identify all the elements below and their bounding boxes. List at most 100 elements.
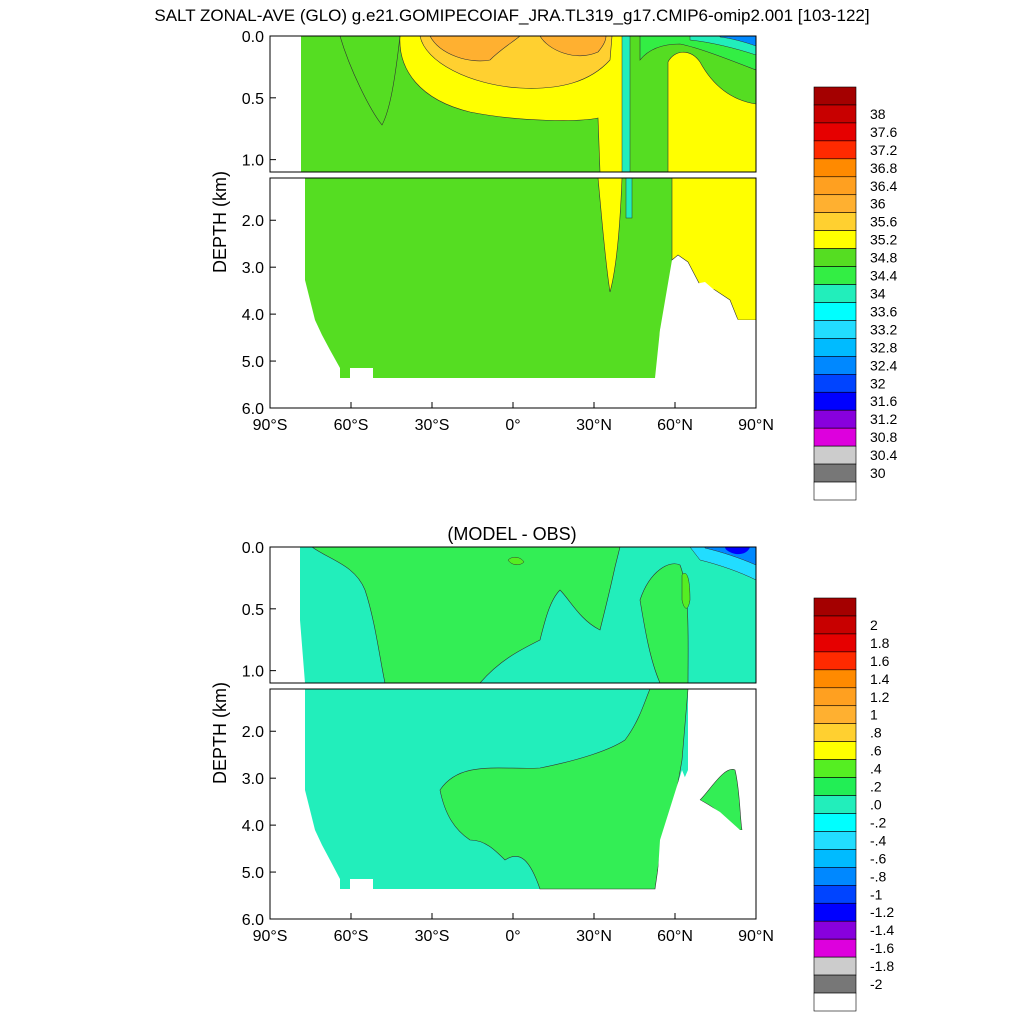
colorbar-segment	[813, 140, 857, 160]
colorbar-label: .4	[870, 761, 882, 777]
x-tick-label: 30°N	[576, 417, 612, 434]
land-mask-north-2	[655, 770, 756, 919]
salinity-deep-water	[305, 178, 672, 378]
colorbar-segment	[813, 651, 857, 671]
x-tick-label: 90°S	[253, 928, 288, 945]
colorbar-segment	[813, 338, 857, 357]
colorbar-segment	[813, 687, 857, 707]
x-tick-label: 0°	[505, 928, 520, 945]
colorbar-segment	[813, 212, 857, 231]
colorbar-segment	[813, 463, 857, 483]
y-tick-label: 6.0	[242, 401, 264, 418]
y-tick-label: 4.0	[242, 307, 264, 324]
colorbar-label: 38	[870, 106, 886, 122]
y-tick-label: 3.0	[242, 260, 264, 277]
colorbar-segment	[813, 992, 857, 1012]
diff-band-zero	[311, 547, 621, 683]
colorbar-segment	[813, 615, 857, 635]
y-tick-label: 5.0	[242, 354, 264, 371]
colorbar-label: -1.2	[870, 904, 894, 920]
colorbar-label: -1.8	[870, 958, 894, 974]
colorbar-segment	[813, 669, 857, 689]
x-tick-label: 90°S	[253, 417, 288, 434]
colorbar-segment	[813, 795, 857, 814]
colorbar-label: 30.4	[870, 447, 897, 463]
colorbar-segment	[813, 158, 857, 178]
salinity-contour-upper	[339, 36, 401, 126]
y-axis-label: DEPTH (km)	[210, 171, 230, 273]
colorbar-label: 32.4	[870, 357, 897, 373]
colorbar-segment	[813, 356, 857, 375]
colorbar-segment	[813, 284, 857, 303]
colorbar-segment	[813, 230, 857, 249]
panel-title: (MODEL - OBS)	[447, 524, 576, 544]
colorbar-label: 34.4	[870, 268, 897, 284]
y-tick-label: 3.0	[242, 771, 264, 788]
colorbar-segment	[813, 885, 857, 904]
colorbar-segment	[813, 176, 857, 196]
colorbar-label: 30	[870, 465, 886, 481]
colorbar-segment	[813, 902, 857, 922]
diff-upper-field	[270, 547, 756, 683]
y-ticks: 0.0 0.5 1.0 2.0 3.0 4.0 5.0 6.0	[242, 29, 276, 418]
colorbar-label: 34	[870, 286, 886, 302]
x-tick-label: 0°	[505, 417, 520, 434]
colorbar-segment	[813, 248, 857, 267]
colorbar-label: -2	[870, 976, 883, 992]
colorbar-segment	[813, 705, 857, 724]
colorbar-segment	[813, 938, 857, 958]
colorbar-segment	[813, 194, 857, 213]
colorbar-segment	[813, 597, 857, 617]
colorbar-segment	[813, 122, 857, 142]
colorbar-label: 1.4	[870, 671, 890, 687]
salinity-band-north-deep	[671, 178, 756, 321]
colorbar-label: 30.8	[870, 429, 897, 445]
x-tick-label: 90°N	[738, 417, 774, 434]
y-axis-label: DEPTH (km)	[210, 682, 230, 784]
salinity-mediterranean-column-lower	[625, 178, 633, 219]
diff-band-zero-north	[639, 563, 689, 683]
colorbar-label: 35.6	[870, 214, 897, 230]
colorbar-label: -.2	[870, 814, 887, 830]
colorbar-segment	[813, 391, 857, 411]
colorbar-segment	[813, 974, 857, 994]
colorbar-label: 32	[870, 375, 886, 391]
x-tick-label: 30°S	[415, 417, 450, 434]
salinity-mediterranean-column	[621, 36, 631, 172]
colorbar-segment	[813, 867, 857, 886]
colorbar-label: -.8	[870, 868, 887, 884]
y-tick-label: 0.5	[242, 91, 264, 108]
diff-band-pos	[507, 557, 691, 609]
land-mask-south	[270, 36, 305, 172]
colorbar-label: 36	[870, 196, 886, 212]
colorbar-segment	[813, 920, 857, 940]
y-tick-label: 1.0	[242, 664, 264, 681]
colorbar-segment	[813, 831, 857, 850]
colorbar-label: 33.2	[870, 321, 897, 337]
colorbar-label: 1.2	[870, 689, 890, 705]
colorbar-segment	[813, 374, 857, 393]
y-tick-label: 2.0	[242, 724, 264, 741]
axis-frame-upper-2	[269, 546, 757, 684]
colorbar-segment	[813, 104, 857, 124]
colorbar-label: 32.8	[870, 339, 897, 355]
colorbar-label: 36.8	[870, 160, 897, 176]
colorbar-label: 35.2	[870, 232, 897, 248]
colorbar-segment	[813, 445, 857, 465]
y-tick-label: 1.0	[242, 153, 264, 170]
colorbar-label: 1.6	[870, 653, 890, 669]
colorbar-label: 2	[870, 617, 878, 633]
colorbar-label: 31.6	[870, 393, 897, 409]
colorbar-label: -.4	[870, 832, 887, 848]
panel-difference: (MODEL - OBS) 0.00.51.02.03.04.05.06.0	[210, 524, 894, 1012]
colorbar-label: .2	[870, 779, 882, 795]
colorbar-label: -.6	[870, 850, 887, 866]
x-ticks: 90°S 60°S 30°S 0° 30°N 60°N 90°N	[253, 402, 774, 434]
colorbar-segment	[813, 481, 857, 501]
diff-deep-zero	[439, 689, 689, 890]
colorbar-segment	[813, 741, 857, 760]
x-tick-label: 60°S	[334, 417, 369, 434]
colorbar: 3837.637.236.836.43635.635.234.834.43433…	[813, 86, 897, 501]
colorbar-label: 37.6	[870, 124, 897, 140]
